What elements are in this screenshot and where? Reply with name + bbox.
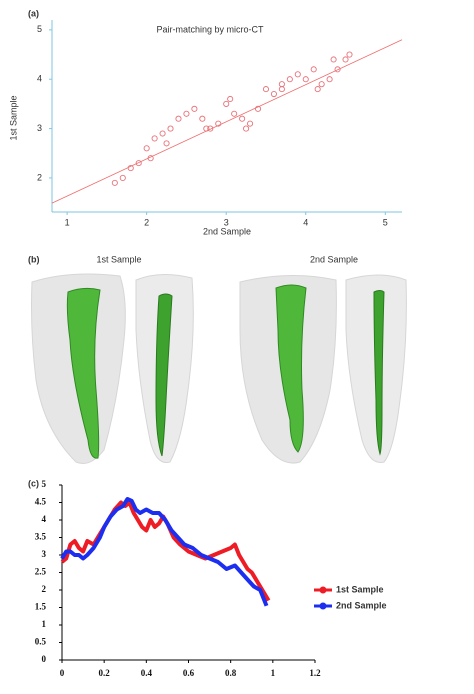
legend-label: 1st Sample bbox=[336, 584, 384, 594]
image-label: 1st Sample bbox=[96, 254, 141, 264]
scatter-point bbox=[318, 81, 325, 88]
scatter-point bbox=[127, 165, 134, 172]
x-tick-label: 0.4 bbox=[141, 668, 153, 678]
scatter-point bbox=[342, 56, 349, 63]
scatter-point bbox=[135, 160, 142, 167]
scatter-point bbox=[183, 110, 190, 117]
y-tick-label: 0 bbox=[42, 654, 47, 664]
panel-label: (c) bbox=[28, 478, 39, 488]
legend-marker bbox=[319, 602, 327, 610]
image-label: 2nd Sample bbox=[310, 254, 358, 264]
y-tick-label: 3 bbox=[42, 549, 47, 559]
scatter-point bbox=[314, 86, 321, 93]
chart-title: Pair-matching by micro-CT bbox=[156, 24, 264, 34]
y-tick-label: 4 bbox=[42, 514, 47, 524]
x-tick-label: 2 bbox=[144, 217, 149, 227]
scatter-point bbox=[191, 105, 198, 112]
x-tick-label: 0.2 bbox=[99, 668, 111, 678]
scatter-point bbox=[119, 174, 126, 181]
y-tick-label: 0.5 bbox=[35, 637, 47, 647]
y-tick-label: 5 bbox=[42, 479, 47, 489]
scatter-point bbox=[147, 155, 154, 162]
x-axis-label: 2nd Sample bbox=[203, 226, 251, 236]
scatter-point bbox=[167, 125, 174, 132]
y-tick-label: 2.5 bbox=[35, 567, 47, 577]
y-tick-label: 2 bbox=[37, 172, 42, 182]
panel-label: (b) bbox=[28, 254, 40, 264]
series-line bbox=[60, 500, 271, 602]
scatter-point bbox=[330, 56, 337, 63]
scatter-point bbox=[262, 86, 270, 93]
scatter-point bbox=[207, 125, 214, 132]
y-tick-label: 4 bbox=[37, 74, 42, 84]
scatter-point bbox=[143, 145, 150, 152]
y-tick-label: 3 bbox=[37, 123, 42, 133]
trend-line bbox=[51, 39, 403, 204]
panel-label: (a) bbox=[28, 8, 39, 18]
scatter-point bbox=[231, 110, 238, 117]
tooth-renderings bbox=[31, 273, 407, 464]
series-line bbox=[60, 497, 269, 607]
scatter-point bbox=[326, 76, 333, 83]
y-axis-label: 1st Sample bbox=[8, 95, 18, 140]
y-tick-label: 1 bbox=[42, 619, 47, 629]
scatter-point bbox=[247, 120, 254, 127]
scatter-point bbox=[223, 100, 230, 107]
y-tick-label: 3.5 bbox=[35, 532, 47, 542]
x-tick-label: 0 bbox=[60, 668, 65, 678]
x-tick-label: 3 bbox=[224, 217, 229, 227]
scatter-point bbox=[163, 140, 170, 147]
x-tick-label: 5 bbox=[383, 217, 388, 227]
scatter-point bbox=[159, 130, 166, 137]
x-tick-label: 1 bbox=[65, 217, 70, 227]
scatter-point bbox=[270, 90, 277, 98]
legend-label: 2nd Sample bbox=[336, 600, 387, 610]
scatter-point bbox=[199, 115, 206, 122]
scatter-point bbox=[334, 66, 341, 73]
scatter-point bbox=[215, 120, 222, 127]
scatter-point bbox=[278, 81, 285, 88]
x-tick-label: 0.6 bbox=[183, 668, 195, 678]
y-tick-label: 5 bbox=[37, 24, 42, 34]
y-tick-label: 1.5 bbox=[35, 602, 47, 612]
legend-marker bbox=[319, 586, 327, 594]
scatter-point bbox=[302, 76, 309, 83]
scatter-point bbox=[239, 115, 246, 122]
x-tick-label: 0.8 bbox=[225, 668, 237, 678]
scatter-point bbox=[243, 125, 250, 132]
scatter-point bbox=[227, 95, 234, 103]
x-tick-label: 4 bbox=[303, 217, 308, 227]
x-tick-label: 1.2 bbox=[309, 668, 321, 678]
scatter-point bbox=[310, 66, 317, 73]
scatter-point bbox=[286, 76, 293, 83]
scatter-point bbox=[294, 71, 301, 78]
scatter-point bbox=[254, 105, 262, 112]
y-tick-label: 2 bbox=[42, 584, 47, 594]
x-tick-label: 1 bbox=[271, 668, 276, 678]
scatter-point bbox=[203, 125, 210, 132]
scatter-point bbox=[346, 51, 353, 58]
scatter-point bbox=[151, 135, 158, 142]
scatter-point bbox=[111, 179, 118, 186]
scatter-point bbox=[278, 86, 285, 93]
y-tick-label: 4.5 bbox=[35, 497, 47, 507]
scatter-point bbox=[175, 115, 182, 122]
